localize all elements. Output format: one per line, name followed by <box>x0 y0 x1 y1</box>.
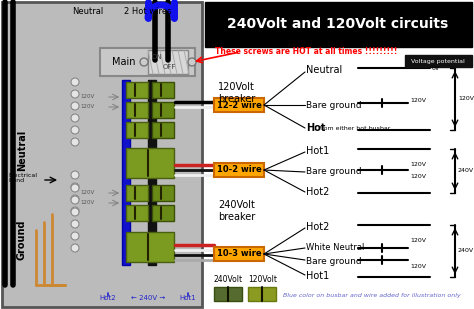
Text: Main: Main <box>112 57 136 67</box>
Bar <box>122 80 130 265</box>
Bar <box>2 2 202 307</box>
Text: Hot1: Hot1 <box>180 295 196 301</box>
Circle shape <box>188 58 196 66</box>
Bar <box>152 82 174 98</box>
Text: 120V: 120V <box>80 95 94 99</box>
Text: 0V: 0V <box>432 66 440 70</box>
Text: 120V: 120V <box>80 191 94 196</box>
Text: 240V: 240V <box>458 248 474 253</box>
Circle shape <box>140 58 148 66</box>
Bar <box>126 148 174 178</box>
Bar <box>126 185 148 201</box>
Text: 10-2 wire: 10-2 wire <box>217 166 261 175</box>
Text: ON: ON <box>152 54 163 60</box>
Bar <box>214 247 264 261</box>
Text: 240Volt and 120Volt circuits: 240Volt and 120Volt circuits <box>228 17 448 31</box>
Circle shape <box>71 184 79 192</box>
Bar <box>126 102 148 118</box>
Circle shape <box>71 171 79 179</box>
Text: 2 Hot wires: 2 Hot wires <box>124 7 172 16</box>
Circle shape <box>71 183 79 191</box>
Text: ← 240V →: ← 240V → <box>131 295 165 301</box>
Text: 240V: 240V <box>458 168 474 173</box>
Bar <box>248 287 276 301</box>
Text: Bare ground: Bare ground <box>306 100 362 109</box>
Text: 120Volt
breaker: 120Volt breaker <box>218 82 255 104</box>
Text: 240Volt: 240Volt <box>214 275 243 284</box>
Text: 120V: 120V <box>458 96 474 101</box>
Text: Electrical
Bond: Electrical Bond <box>8 173 37 184</box>
Bar <box>205 2 472 47</box>
Circle shape <box>71 195 79 203</box>
Text: Blue color on busbar and wire added for illustration only: Blue color on busbar and wire added for … <box>283 293 461 298</box>
Bar <box>126 122 148 138</box>
Circle shape <box>71 196 79 204</box>
Text: 12-2 wire: 12-2 wire <box>217 100 262 109</box>
Bar <box>214 98 264 112</box>
Circle shape <box>71 126 79 134</box>
Text: Hot1: Hot1 <box>306 271 329 281</box>
Text: 120V: 120V <box>410 162 426 167</box>
Text: Voltage potential: Voltage potential <box>411 58 465 64</box>
Bar <box>100 48 195 76</box>
Text: Hot1: Hot1 <box>306 146 329 156</box>
Circle shape <box>71 244 79 252</box>
Text: Neutral: Neutral <box>73 7 104 16</box>
Text: Neutral: Neutral <box>306 65 342 75</box>
Text: OFF: OFF <box>163 64 176 70</box>
Text: 120V: 120V <box>410 98 426 103</box>
Bar <box>214 287 242 301</box>
Bar <box>152 102 174 118</box>
Circle shape <box>71 90 79 98</box>
Bar <box>152 205 174 221</box>
Text: Hot: Hot <box>306 123 325 133</box>
Circle shape <box>71 78 79 86</box>
Text: 120V: 120V <box>80 201 94 205</box>
Bar <box>152 185 174 201</box>
Bar <box>126 232 174 262</box>
Circle shape <box>71 208 79 216</box>
Bar <box>214 163 264 177</box>
Text: from either hot busbar: from either hot busbar <box>319 125 391 130</box>
Text: 120V: 120V <box>410 173 426 179</box>
Circle shape <box>71 220 79 228</box>
Text: 240Volt
breaker: 240Volt breaker <box>218 200 255 222</box>
Text: Hot2: Hot2 <box>306 187 329 197</box>
Text: Bare ground: Bare ground <box>306 167 362 176</box>
Text: 120V: 120V <box>410 264 426 269</box>
Bar <box>126 82 148 98</box>
Text: 120V: 120V <box>80 104 94 109</box>
Text: Neutral: Neutral <box>17 129 27 171</box>
Text: White Neutral: White Neutral <box>306 243 365 252</box>
Circle shape <box>71 232 79 240</box>
Bar <box>148 50 188 74</box>
Circle shape <box>71 114 79 122</box>
Circle shape <box>71 102 79 110</box>
Text: Bare ground: Bare ground <box>306 256 362 265</box>
Bar <box>126 205 148 221</box>
Circle shape <box>71 138 79 146</box>
Text: These screws are HOT at all times !!!!!!!!!: These screws are HOT at all times !!!!!!… <box>215 48 397 57</box>
Text: Hot2: Hot2 <box>100 295 116 301</box>
Bar <box>152 122 174 138</box>
Circle shape <box>71 207 79 215</box>
Bar <box>405 55 472 67</box>
Text: 10-3 wire: 10-3 wire <box>217 249 261 259</box>
Text: Hot2: Hot2 <box>306 222 329 232</box>
Text: 120Volt: 120Volt <box>248 275 277 284</box>
Bar <box>148 80 156 265</box>
Text: Ground: Ground <box>17 220 27 260</box>
Text: 120V: 120V <box>410 238 426 243</box>
